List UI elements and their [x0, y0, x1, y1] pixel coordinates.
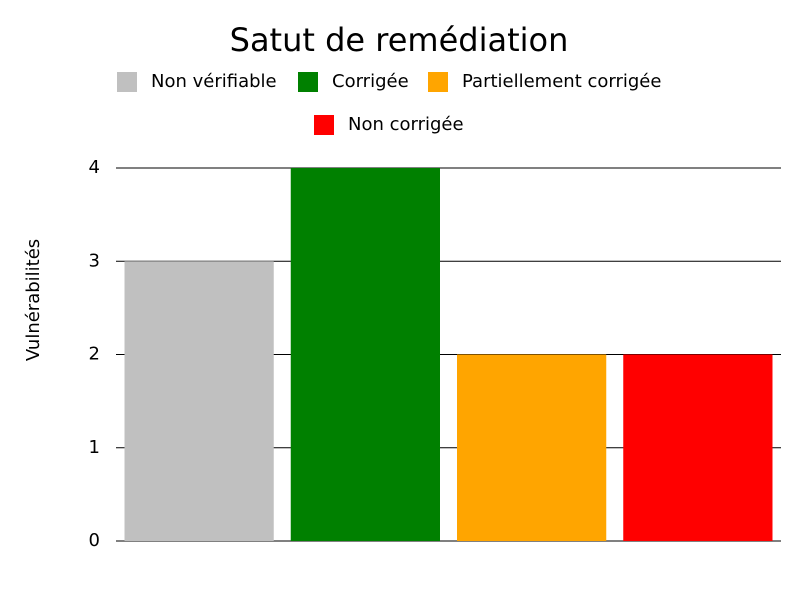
- legend-swatch: [314, 115, 334, 135]
- legend-label: Non vérifiable: [151, 71, 277, 92]
- chart-title: Satut de remédiation: [230, 21, 569, 59]
- y-axis-label: Vulnérabilités: [23, 239, 44, 361]
- bar: [457, 354, 607, 541]
- bar: [290, 168, 440, 541]
- legend-swatch: [298, 72, 318, 92]
- y-tick-label: 2: [89, 344, 100, 365]
- legend-swatch: [117, 72, 137, 92]
- bar: [124, 261, 274, 541]
- legend-label: Partiellement corrigée: [462, 71, 661, 92]
- legend-label: Corrigée: [332, 71, 409, 92]
- y-tick-label: 4: [89, 157, 100, 178]
- y-tick-label: 0: [89, 530, 100, 551]
- legend-label: Non corrigée: [348, 114, 464, 135]
- y-tick-label: 1: [89, 437, 100, 458]
- legend-swatch: [428, 72, 448, 92]
- bar: [623, 354, 773, 541]
- y-tick-label: 3: [89, 250, 100, 271]
